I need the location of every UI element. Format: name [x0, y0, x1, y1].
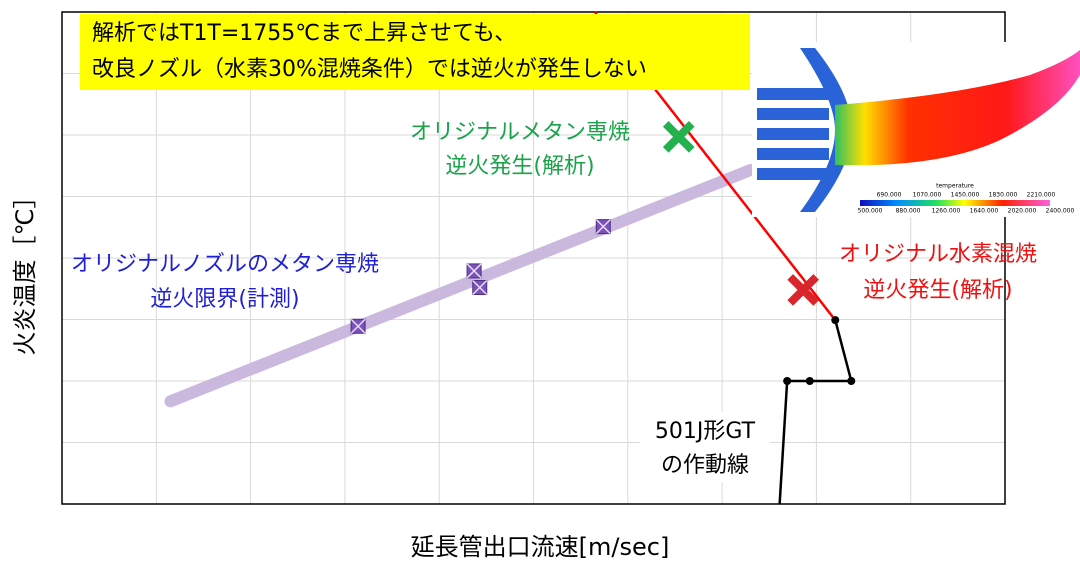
annotation-text: 逆火限界(計測): [150, 287, 299, 312]
annotation-text: の作動線: [661, 453, 749, 478]
annotation-text: 逆火発生(解析): [445, 154, 594, 179]
operating-point: [831, 316, 840, 325]
measured-point: [466, 263, 482, 279]
annotation-text: 改良ノズル（水素30%混焼条件）では逆火が発生しない: [92, 57, 647, 82]
marks: [164, 11, 856, 505]
operating-line: [778, 319, 853, 505]
colorbar-tick: 2400.000: [1046, 208, 1075, 215]
colorbar-tick: 1830.000: [989, 192, 1018, 199]
colorbar-tick: 880.000: [896, 208, 921, 215]
trend-band: [164, 164, 757, 408]
cross-marker: [787, 274, 820, 306]
colorbar-tick: 1070.000: [913, 192, 942, 199]
nozzle-shell: [800, 48, 852, 212]
colorbar-tick: 1260.000: [932, 208, 961, 215]
colorbar: [860, 200, 1050, 206]
colorbar-tick: 2020.000: [1008, 208, 1037, 215]
annotation-text: 逆火発生(解析): [863, 278, 1012, 303]
annotation-text: オリジナルノズルのメタン専焼: [71, 252, 379, 277]
cross-marker: [662, 121, 695, 153]
measured-point: [472, 279, 488, 296]
colorbar-tick: 1640.000: [970, 208, 999, 215]
plot-frame: [61, 11, 1006, 505]
labels: 解析ではT1T=1755℃まで上昇させても、改良ノズル（水素30%混焼条件）では…: [71, 14, 1037, 482]
colorbar-tick: 500.000: [858, 208, 883, 215]
annotation-box: [640, 412, 770, 482]
operating-point: [783, 377, 792, 385]
marker-cross: [595, 219, 611, 235]
operating-point: [847, 377, 856, 385]
annotation-text: 解析ではT1T=1755℃まで上昇させても、: [92, 21, 516, 46]
y-axis-label: 火炎温度［℃］: [11, 185, 39, 356]
measured-point: [350, 318, 366, 334]
colorbar-tick: 690.000: [877, 192, 902, 199]
nozzle-ports: [757, 88, 829, 180]
annotation-text: オリジナル水素混焼: [839, 242, 1037, 267]
marker-cross: [350, 318, 366, 334]
colorbar-tick: 2210.000: [1027, 192, 1056, 199]
annotation-text: オリジナルメタン専焼: [410, 120, 630, 145]
measured-point: [595, 219, 611, 235]
cfd-inset: temperature 690.000 1070.000 1450.000 1830.0…: [752, 42, 1080, 217]
marker-cross: [466, 263, 482, 279]
x-axis-label: 延長管出口流速[m/sec]: [411, 533, 670, 561]
annotation-text: 501J形GT: [655, 419, 756, 444]
marker-cross: [472, 279, 488, 296]
colorbar-tick: 1450.000: [951, 192, 980, 199]
annotation-box: [80, 14, 750, 90]
flame: [835, 50, 1080, 166]
operating-point: [805, 377, 814, 385]
colorbar-title: temperature: [936, 183, 974, 190]
